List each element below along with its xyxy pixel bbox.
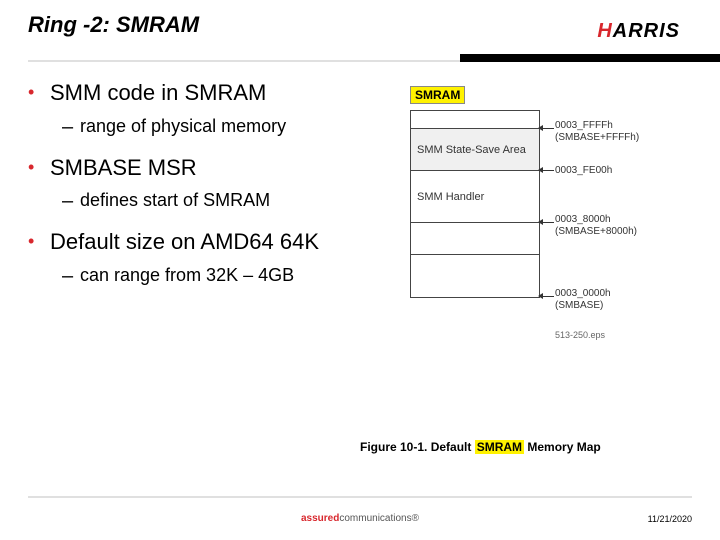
addr-1b: (SMBASE+FFFFh)	[555, 132, 639, 143]
footer-logo: assuredcommunications®	[301, 513, 419, 524]
bullet-2: • SMBASE MSR	[28, 153, 368, 183]
addr-4b: (SMBASE)	[555, 300, 603, 311]
addr-1a: 0003_FFFFh	[555, 120, 613, 131]
bullet-2-text: SMBASE MSR	[50, 153, 197, 183]
bullet-2-sub: – defines start of SMRAM	[62, 188, 368, 215]
footer-logo-rest: communications	[339, 513, 411, 524]
addr-4a: 0003_0000h	[555, 288, 611, 299]
bullet-3-text: Default size on AMD64 64K	[50, 227, 319, 257]
bullet-1-text: SMM code in SMRAM	[50, 78, 266, 108]
arrow-3	[542, 222, 554, 223]
footer-rule	[28, 496, 692, 498]
mem-seg-gap	[411, 223, 539, 255]
bullet-1-sub-text: range of physical memory	[80, 114, 286, 138]
bullet-3: • Default size on AMD64 64K	[28, 227, 368, 257]
caption-pre: Figure 10-1. Default	[360, 440, 475, 454]
slide-title: Ring -2: SMRAM	[28, 12, 692, 38]
arrow-4	[542, 296, 554, 297]
bullet-1-sub: – range of physical memory	[62, 114, 368, 141]
memory-box: SMM State-Save Area SMM Handler	[410, 110, 540, 298]
header-rule-dark	[460, 54, 720, 62]
arrow-2	[542, 170, 554, 171]
bullet-1: • SMM code in SMRAM	[28, 78, 368, 108]
eps-label: 513-250.eps	[555, 330, 605, 340]
addr-4: 0003_0000h (SMBASE)	[555, 288, 611, 312]
harris-logo: HARRIS	[597, 20, 680, 43]
arrow-1	[542, 128, 554, 129]
caption-post: Memory Map	[524, 440, 601, 454]
header-rule	[28, 54, 720, 62]
bullet-marker: •	[28, 153, 50, 179]
mem-seg-handler: SMM Handler	[411, 171, 539, 223]
bullet-marker: •	[28, 78, 50, 104]
dash-marker: –	[62, 263, 80, 290]
bullet-2-sub-text: defines start of SMRAM	[80, 188, 270, 212]
caption-highlight: SMRAM	[475, 440, 524, 454]
footer-date: 11/21/2020	[648, 514, 692, 524]
figure-caption: Figure 10-1. Default SMRAM Memory Map	[360, 440, 601, 454]
dash-marker: –	[62, 114, 80, 141]
slide-header: Ring -2: SMRAM HARRIS	[0, 0, 720, 62]
bullet-3-sub: – can range from 32K – 4GB	[62, 263, 368, 290]
addr-2: 0003_FE00h	[555, 165, 612, 177]
addr-3: 0003_8000h (SMBASE+8000h)	[555, 214, 637, 238]
dash-marker: –	[62, 188, 80, 215]
bullet-marker: •	[28, 227, 50, 253]
addr-1: 0003_FFFFh (SMBASE+FFFFh)	[555, 120, 639, 144]
mem-seg-bottom	[411, 255, 539, 297]
mem-seg-top	[411, 111, 539, 129]
footer-logo-red: assured	[301, 513, 339, 524]
logo-rest: ARRIS	[613, 20, 680, 42]
bullet-3-sub-text: can range from 32K – 4GB	[80, 263, 294, 287]
logo-accent-letter: H	[597, 20, 612, 42]
addr-3a: 0003_8000h	[555, 214, 611, 225]
header-rule-light	[28, 60, 460, 62]
smram-top-label: SMRAM	[410, 86, 465, 104]
addr-3b: (SMBASE+8000h)	[555, 226, 637, 237]
mem-seg-state-save: SMM State-Save Area	[411, 129, 539, 171]
bullet-list: • SMM code in SMRAM – range of physical …	[28, 78, 368, 302]
